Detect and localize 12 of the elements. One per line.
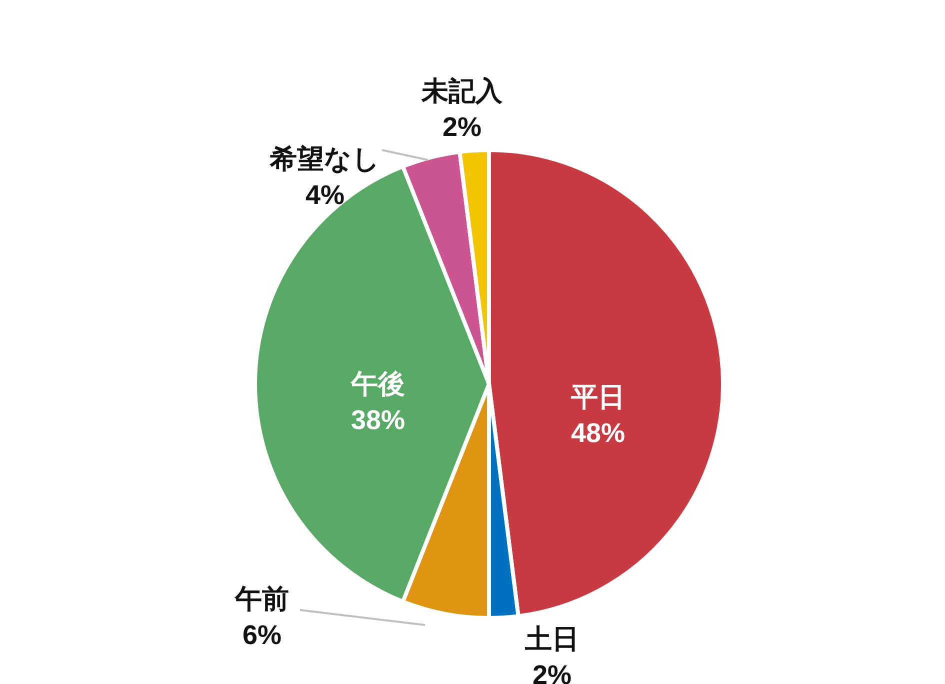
slice-label: 希望なし [269, 144, 380, 174]
slice-label: 平日 [570, 382, 625, 412]
data-label: 48% [570, 418, 626, 448]
slice-label: 土日 [524, 624, 579, 654]
slice-label: 午前 [234, 584, 289, 614]
data-label: 2% [442, 112, 482, 142]
slice-label: 未記入 [420, 76, 504, 106]
data-label: 4% [305, 180, 345, 210]
data-label: 2% [532, 660, 572, 684]
slice-label: 午後 [350, 369, 405, 399]
data-label: 6% [242, 620, 282, 650]
data-label: 38% [350, 405, 406, 435]
